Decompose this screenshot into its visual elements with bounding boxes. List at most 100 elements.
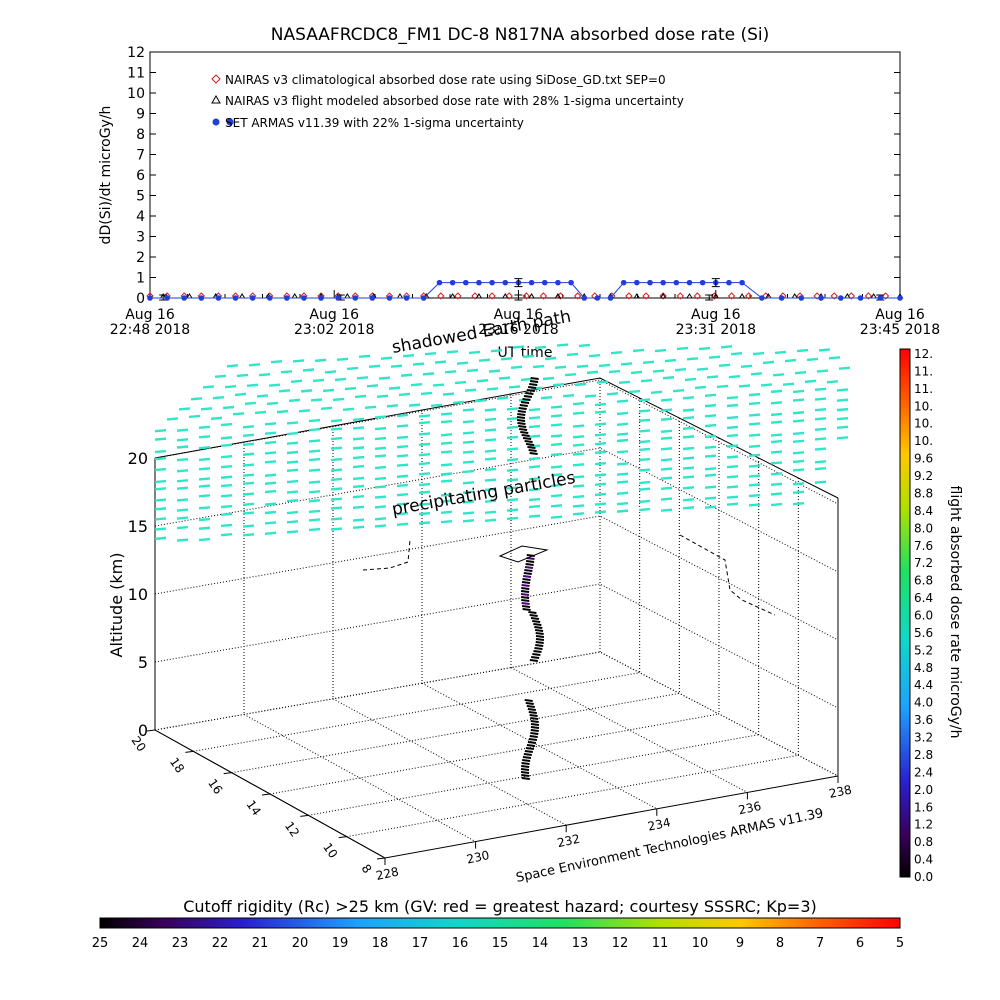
legend-circle-marker-2	[226, 118, 234, 126]
cutoff-rigidity-dash	[244, 401, 257, 406]
cutoff-rigidity-dash	[254, 410, 267, 415]
cutoff-rigidity-dash	[396, 444, 409, 449]
armas-point	[660, 279, 666, 286]
cutoff-rigidity-dash	[464, 388, 477, 392]
cutoff-rigidity-dash	[352, 476, 365, 481]
flight-track-segment	[526, 705, 535, 708]
cutoff-rigidity-dash	[506, 447, 519, 451]
cutoff-rigidity-dash	[462, 500, 475, 504]
altitude-gridline	[154, 379, 839, 505]
climatological-point	[830, 292, 838, 300]
cutoff-rigidity-dash	[508, 385, 521, 389]
altitude-tick-label: 5	[138, 653, 148, 672]
cutoff-rigidity-dash	[748, 401, 761, 406]
cutoff-rigidity-dash	[762, 360, 775, 365]
cutoff-rigidity-dash	[660, 417, 673, 421]
cutoff-rigidity-dash	[198, 446, 211, 450]
cutoff-rigidity-dash	[792, 482, 805, 486]
flight-track-segment	[526, 389, 535, 392]
cutoff-rigidity-dash	[198, 506, 211, 510]
cutoff-rigidity-dash	[728, 375, 741, 379]
flight-model-point	[238, 293, 246, 299]
cutoff-rigidity-dash	[792, 502, 805, 506]
flight-track-segment	[530, 726, 540, 729]
cutoff-rigidity-dash	[814, 427, 827, 431]
cutoff-rigidity-dash	[706, 375, 719, 379]
cutoff-rigidity-dash	[814, 437, 827, 441]
cutoff-rigidity-dash	[462, 481, 475, 485]
cutoff-rigidity-dash	[748, 433, 761, 437]
cutoff-rigidity-dash	[488, 369, 501, 373]
dose-rate-tick-label: 0.4	[914, 853, 933, 867]
cutoff-rigidity-dash	[490, 348, 503, 353]
cutoff-rigidity-dash	[814, 447, 827, 451]
cutoff-rigidity-dash	[594, 422, 607, 426]
cutoff-rigidity-colorbar	[99, 917, 901, 929]
floor-gridline	[510, 667, 748, 793]
cutoff-rigidity-dash	[572, 484, 585, 488]
cutoff-rigidity-dash	[836, 416, 849, 421]
cutoff-rigidity-dash	[374, 524, 387, 528]
cutoff-rigidity-dash	[528, 504, 541, 509]
flight-track-segment	[521, 774, 530, 777]
longitude-tick-label: 230	[465, 848, 490, 866]
cutoff-rigidity-dash	[594, 492, 607, 497]
flight-track-segment	[526, 744, 536, 747]
armas-point	[301, 295, 307, 301]
cutoff-rigidity-dash	[528, 487, 541, 492]
climatological-point	[505, 292, 513, 300]
cutoff-rigidity-dash	[396, 483, 409, 488]
legend-triangle-marker	[211, 94, 221, 104]
flight-model-error-bar	[514, 294, 523, 301]
cutoff-rigidity-dash	[400, 373, 413, 377]
cutoff-rigidity-tick-label: 25	[92, 936, 109, 951]
flight-track-segment	[530, 732, 539, 735]
climatological-point	[625, 292, 633, 300]
armas-point	[386, 295, 393, 301]
legend-label-nairas-climatological: NAIRAS v3 climatological absorbed dose r…	[225, 73, 666, 87]
cutoff-rigidity-dash	[418, 452, 431, 457]
cutoff-rigidity-dash	[462, 450, 475, 454]
climatological-point	[744, 292, 753, 300]
cutoff-rigidity-dash	[544, 356, 557, 361]
cutoff-rigidity-tick-label: 13	[572, 936, 589, 951]
flight-track-segment	[522, 759, 531, 762]
cutoff-rigidity-dash	[774, 350, 787, 355]
cutoff-rigidity-dash	[640, 379, 653, 383]
cutoff-rigidity-dash	[528, 456, 541, 461]
cutoff-rigidity-dash	[684, 377, 697, 382]
cutoff-rigidity-dash	[654, 348, 667, 353]
cutoff-rigidity-dash	[672, 388, 685, 393]
cutoff-rigidity-dash	[424, 351, 437, 356]
cutoff-rigidity-dash	[522, 354, 535, 359]
cutoff-rigidity-dash	[726, 495, 739, 499]
cutoff-rigidity-dash	[396, 413, 409, 418]
cutoff-rigidity-dash	[726, 485, 739, 489]
cutoff-rigidity-dash	[550, 493, 563, 498]
flight-track-segment	[524, 440, 533, 443]
armas-point	[284, 295, 290, 301]
cutoff-rigidity-dash	[540, 395, 553, 400]
dose-rate-tick-label: 2.8	[914, 748, 933, 762]
cutoff-rigidity-dash	[166, 417, 179, 421]
cutoff-rigidity-dash	[264, 422, 277, 426]
cutoff-rigidity-dash	[554, 365, 567, 369]
cutoff-rigidity-dash	[308, 427, 321, 432]
armas-point	[369, 295, 376, 301]
flight-track-segment	[518, 407, 527, 410]
depth-tick-label: 16	[205, 776, 225, 797]
cutoff-rigidity-dash	[446, 350, 459, 354]
cutoff-rigidity-dash	[248, 363, 261, 367]
cutoff-rigidity-dash	[242, 442, 255, 446]
cutoff-rigidity-dash	[748, 413, 761, 417]
cutoff-rigidity-dash	[432, 383, 445, 387]
cutoff-rigidity-dash	[836, 388, 849, 392]
cutoff-rigidity-dash	[594, 402, 607, 407]
armas-point	[726, 279, 732, 286]
cutoff-rigidity-dash	[418, 472, 431, 476]
cutoff-rigidity-dash	[198, 457, 211, 462]
cutoff-rigidity-dash	[638, 429, 651, 433]
cutoff-rigidity-dash	[178, 407, 191, 411]
cutoff-rigidity-dash	[804, 379, 817, 384]
flight-model-point	[528, 293, 535, 299]
